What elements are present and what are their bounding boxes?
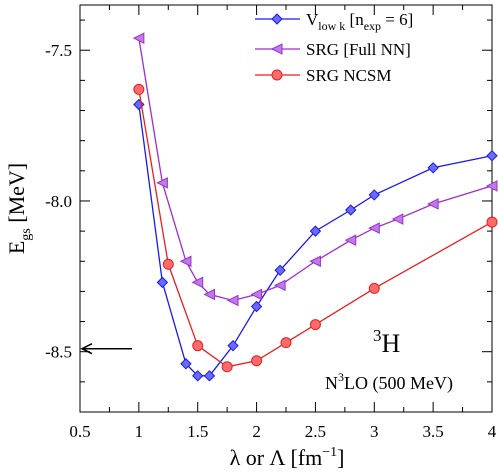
data-point-srgncsm [486, 216, 498, 228]
y-tick-label: -8.0 [45, 192, 72, 211]
x-tick-label: 4 [488, 422, 497, 441]
data-point-srgfull [132, 32, 145, 44]
legend-marker-vlowk [271, 13, 283, 25]
nucleus-annotation: 3H [373, 326, 401, 358]
y-tick-label: -8.5 [45, 343, 72, 362]
data-point-vlowk [192, 370, 204, 382]
data-point-vlowk [274, 264, 286, 277]
y-axis-label: Egs [MeV] [4, 163, 34, 254]
data-point-srgfull [273, 279, 286, 292]
series-vlowk [133, 98, 498, 382]
data-point-srgncsm [133, 83, 145, 95]
nucleus-symbol: H [382, 329, 401, 358]
legend: Vlow k [nexp = 6] SRG [Full NN] SRG NCSM [255, 10, 413, 85]
series-srgncsm [133, 83, 498, 373]
data-point-srgfull [427, 198, 439, 210]
data-point-vlowk [427, 162, 439, 174]
x-axis-label-main: λ or Λ [fm [230, 445, 323, 470]
data-point-srgfull [368, 222, 380, 234]
arrow-head [80, 343, 93, 355]
data-point-srgfull [344, 234, 357, 246]
data-point-vlowk [227, 339, 239, 352]
x-axis-label-end: ] [337, 445, 344, 470]
legend-entry-vlowk: Vlow k [nexp = 6] [255, 10, 413, 33]
order-annotation: N3LO (500 MeV) [325, 370, 453, 394]
data-point-srgfull [250, 288, 263, 301]
legend-marker-srg-ncsm [271, 69, 283, 81]
data-point-vlowk [156, 276, 169, 289]
data-point-vlowk [309, 225, 322, 237]
series-srgfull [132, 32, 498, 307]
x-tick-label: 1 [135, 422, 144, 441]
data-point-vlowk [486, 150, 498, 162]
legend-entry-srg-ncsm: SRG NCSM [255, 66, 392, 85]
data-point-vlowk [368, 189, 380, 201]
legend-marker-shape-srgfull [270, 43, 283, 55]
axis-ticks: 0.5 1 1.5 2 2.5 3 3.5 4 -7.5 -8.0 -8.5 [45, 5, 497, 441]
data-point-srgncsm [221, 361, 233, 373]
data-point-srgfull [179, 255, 192, 268]
data-point-srgfull [203, 288, 215, 301]
legend-marker-srg-full [270, 43, 283, 55]
x-axis-label: λ or Λ [fm−1] [230, 445, 345, 470]
y-axis-label-main: E [4, 241, 29, 254]
x-tick-label: 3.5 [423, 422, 444, 441]
legend-marker-shape-vlowk [271, 13, 283, 25]
data-point-vlowk [180, 358, 192, 370]
data-point-vlowk [203, 370, 216, 382]
data-point-vlowk [345, 204, 357, 216]
y-axis-label-rest: [MeV] [4, 163, 29, 228]
x-tick-label: 3 [370, 422, 379, 441]
left-arrow-annotation [80, 343, 132, 355]
y-axis-label-sub: gs [19, 228, 34, 240]
x-tick-label: 0.5 [69, 422, 90, 441]
data-point-srgncsm [251, 355, 263, 367]
y-tick-label: -7.5 [45, 41, 72, 60]
nucleus-mass-number: 3 [373, 326, 382, 345]
x-axis-label-sup: −1 [322, 445, 337, 460]
data-point-srgfull [226, 294, 239, 307]
x-tick-label: 2.5 [305, 422, 326, 441]
legend-entry-srg-full: SRG [Full NN] [255, 40, 411, 59]
data-point-srgfull [309, 255, 321, 268]
data-point-srgncsm [280, 337, 292, 349]
x-tick-label: 2 [252, 422, 261, 441]
series-layer [132, 32, 498, 382]
data-point-srgfull [156, 177, 168, 189]
data-point-srgfull [485, 180, 498, 192]
x-tick-label: 1.5 [187, 422, 208, 441]
legend-label-srg-full: SRG [Full NN] [306, 40, 411, 59]
legend-marker-shape-srgncsm [271, 69, 283, 81]
data-point-srgncsm [162, 258, 174, 270]
legend-label-vlowk: Vlow k [nexp = 6] [306, 10, 413, 33]
legend-label-srg-ncsm: SRG NCSM [306, 66, 392, 85]
data-point-srgncsm [309, 319, 321, 331]
plot-frame [79, 4, 493, 413]
data-point-srgfull [391, 213, 404, 225]
data-point-srgfull [191, 276, 204, 289]
data-point-vlowk [250, 300, 263, 313]
data-point-srgncsm [192, 340, 204, 352]
data-point-srgncsm [368, 282, 380, 294]
series-line-vlowk [138, 104, 493, 377]
